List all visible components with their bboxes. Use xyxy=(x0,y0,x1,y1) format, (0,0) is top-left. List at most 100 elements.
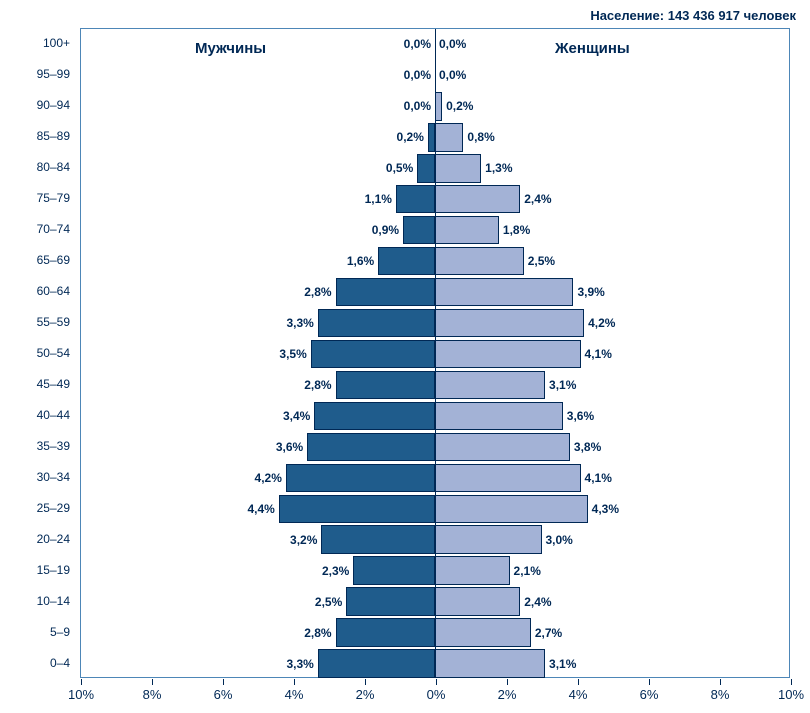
age-row: 0,5%1,3% xyxy=(81,154,789,182)
x-tick-line xyxy=(81,679,82,685)
plot-area: 0,0% 0,0% 0,0% 0,0% 0,0%0,2% 0,2%0,8% 0,5%1,3%… xyxy=(80,28,790,678)
y-tick-label: 35–39 xyxy=(0,439,70,453)
female-bar xyxy=(435,247,524,275)
male-value-label: 3,3% xyxy=(287,657,314,671)
x-tick-label: 0% xyxy=(427,687,446,702)
male-bar xyxy=(314,402,435,430)
male-value-label: 2,5% xyxy=(315,595,342,609)
age-row: 4,2%4,1% xyxy=(81,464,789,492)
male-bar xyxy=(396,185,435,213)
male-bar xyxy=(403,216,435,244)
female-value-label: 3,1% xyxy=(549,657,576,671)
female-bar xyxy=(435,495,588,523)
male-bar xyxy=(378,247,435,275)
x-tick-label: 8% xyxy=(711,687,730,702)
x-tick-line xyxy=(365,679,366,685)
female-bar xyxy=(435,185,520,213)
x-tick-line xyxy=(152,679,153,685)
age-row: 2,8% 3,1% xyxy=(81,371,789,399)
male-value-label: 2,8% xyxy=(304,285,331,299)
x-tick-label: 6% xyxy=(640,687,659,702)
male-bar xyxy=(336,618,435,646)
x-tick-line xyxy=(294,679,295,685)
age-row: 0,0%0,2% xyxy=(81,92,789,120)
female-value-label: 4,2% xyxy=(588,316,615,330)
female-value-label: 4,1% xyxy=(585,347,612,361)
male-value-label: 3,3% xyxy=(287,316,314,330)
female-value-label: 3,8% xyxy=(574,440,601,454)
male-value-label: 0,0% xyxy=(404,37,431,51)
male-value-label: 3,2% xyxy=(290,533,317,547)
population-pyramid-chart: Население: 143 436 917 человек Мужчины Ж… xyxy=(0,0,810,713)
female-value-label: 3,0% xyxy=(546,533,573,547)
male-value-label: 3,5% xyxy=(279,347,306,361)
male-bar xyxy=(307,433,435,461)
male-value-label: 2,8% xyxy=(304,626,331,640)
male-bar xyxy=(321,525,435,553)
female-value-label: 1,3% xyxy=(485,161,512,175)
x-tick-label: 10% xyxy=(778,687,804,702)
female-bar xyxy=(435,556,510,584)
age-row: 3,3% 3,1% xyxy=(81,649,789,677)
female-bar xyxy=(435,92,442,120)
age-row: 0,0% 0,0% xyxy=(81,30,789,58)
x-tick-line xyxy=(791,679,792,685)
age-row: 2,8%3,9% xyxy=(81,278,789,306)
male-bar xyxy=(318,309,435,337)
female-value-label: 2,7% xyxy=(535,626,562,640)
female-value-label: 3,6% xyxy=(567,409,594,423)
male-value-label: 2,8% xyxy=(304,378,331,392)
male-bar xyxy=(279,495,435,523)
female-value-label: 1,8% xyxy=(503,223,530,237)
female-value-label: 0,0% xyxy=(439,37,466,51)
age-row: 0,0% 0,0% xyxy=(81,61,789,89)
female-value-label: 2,5% xyxy=(528,254,555,268)
female-value-label: 0,0% xyxy=(439,68,466,82)
male-value-label: 0,9% xyxy=(372,223,399,237)
y-tick-label: 5–9 xyxy=(0,625,70,639)
female-bar xyxy=(435,433,570,461)
x-tick-label: 4% xyxy=(569,687,588,702)
male-bar xyxy=(353,556,435,584)
female-value-label: 3,1% xyxy=(549,378,576,392)
male-value-label: 1,1% xyxy=(365,192,392,206)
x-tick-label: 2% xyxy=(498,687,517,702)
y-tick-label: 45–49 xyxy=(0,377,70,391)
y-tick-label: 60–64 xyxy=(0,284,70,298)
male-value-label: 0,0% xyxy=(404,68,431,82)
female-value-label: 0,8% xyxy=(467,130,494,144)
y-tick-label: 55–59 xyxy=(0,315,70,329)
female-value-label: 4,3% xyxy=(592,502,619,516)
age-row: 0,9% 1,8% xyxy=(81,216,789,244)
y-tick-label: 30–34 xyxy=(0,470,70,484)
female-bar xyxy=(435,278,573,306)
y-tick-label: 75–79 xyxy=(0,191,70,205)
x-tick-line xyxy=(223,679,224,685)
female-value-label: 2,4% xyxy=(524,192,551,206)
female-bar xyxy=(435,649,545,677)
y-tick-label: 10–14 xyxy=(0,594,70,608)
male-value-label: 2,3% xyxy=(322,564,349,578)
y-tick-label: 65–69 xyxy=(0,253,70,267)
x-tick-label: 6% xyxy=(214,687,233,702)
male-value-label: 4,4% xyxy=(247,502,274,516)
age-row: 1,6%2,5% xyxy=(81,247,789,275)
age-row: 3,2% 3,0% xyxy=(81,525,789,553)
age-row: 3,5% 4,1% xyxy=(81,340,789,368)
x-tick-line xyxy=(578,679,579,685)
male-bar xyxy=(318,649,435,677)
x-tick-label: 2% xyxy=(356,687,375,702)
age-row: 2,8% 2,7% xyxy=(81,618,789,646)
female-bar xyxy=(435,464,581,492)
female-value-label: 4,1% xyxy=(585,471,612,485)
y-tick-label: 80–84 xyxy=(0,160,70,174)
male-value-label: 3,6% xyxy=(276,440,303,454)
age-row: 0,2%0,8% xyxy=(81,123,789,151)
male-bar xyxy=(336,371,435,399)
male-bar xyxy=(336,278,435,306)
age-row: 3,6% 3,8% xyxy=(81,433,789,461)
female-value-label: 2,4% xyxy=(524,595,551,609)
y-tick-label: 25–29 xyxy=(0,501,70,515)
male-bar xyxy=(311,340,435,368)
female-bar xyxy=(435,371,545,399)
